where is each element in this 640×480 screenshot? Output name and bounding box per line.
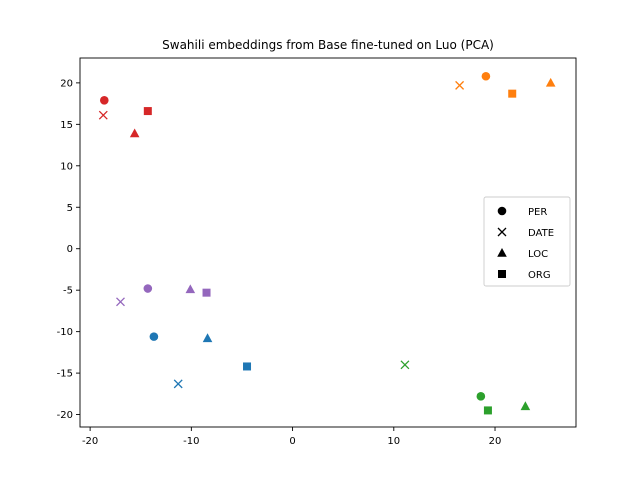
data-point-triangle (520, 401, 531, 411)
legend-label: ORG (528, 270, 551, 281)
x-tick-label: 20 (489, 436, 502, 447)
data-point-triangle (202, 333, 213, 343)
legend-label: DATE (528, 228, 554, 239)
legend-label: LOC (528, 249, 548, 260)
y-tick-label: -5 (63, 286, 73, 297)
data-point-triangle (545, 77, 556, 87)
data-point-square (143, 107, 152, 116)
data-point-square (508, 89, 517, 98)
y-tick-label: 10 (60, 161, 73, 172)
data-point-x (455, 80, 465, 90)
data-point-square (243, 362, 252, 371)
x-tick-label: -10 (183, 436, 199, 447)
x-tick-label: -20 (82, 436, 98, 447)
data-point-circle (476, 392, 486, 401)
data-point-circle (143, 284, 153, 293)
y-tick-label: -20 (57, 410, 73, 421)
data-point-triangle (129, 128, 140, 138)
data-point-triangle (185, 284, 196, 294)
y-tick-label: 5 (67, 203, 73, 214)
legend-marker-x (497, 227, 507, 237)
data-point-x (173, 379, 183, 389)
chart-title: Swahili embeddings from Base fine-tuned … (162, 38, 494, 52)
legend-box (483, 196, 571, 287)
data-point-square (483, 406, 492, 415)
legend-marker-square (498, 270, 506, 278)
y-tick-label: -10 (57, 327, 73, 338)
y-tick-label: 0 (67, 244, 73, 255)
y-tick-label: 20 (60, 78, 73, 89)
data-point-circle (149, 332, 159, 341)
y-tick-label: -15 (57, 369, 73, 380)
data-point-square (202, 288, 211, 297)
data-point-x (400, 360, 410, 370)
x-tick-label: 0 (289, 436, 295, 447)
legend-marker-triangle (497, 248, 507, 257)
axes-frame (79, 57, 577, 428)
data-point-x (98, 110, 108, 120)
y-tick-label: 15 (60, 120, 73, 131)
data-point-circle (481, 71, 491, 81)
plot-area: -20 -10 0 10 20 -20 -15 -10 -5 0 5 10 15 20 PER DATE LOC… (57, 57, 577, 447)
data-point-circle (99, 95, 109, 105)
x-tick-label: 10 (387, 436, 400, 447)
legend-marker-circle (497, 206, 507, 216)
data-point-x (116, 297, 125, 307)
legend-label: PER (528, 207, 547, 218)
